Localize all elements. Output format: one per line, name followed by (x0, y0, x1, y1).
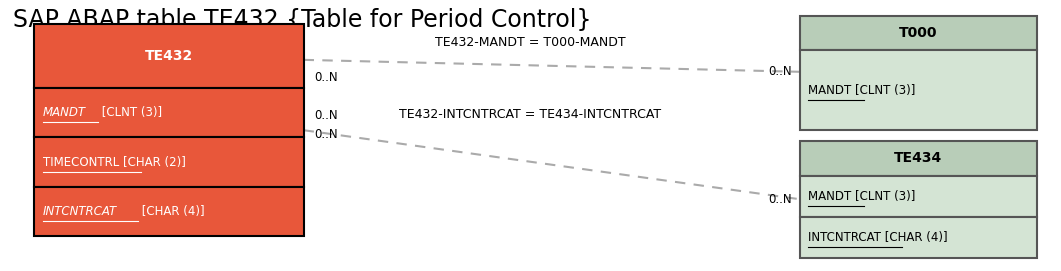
Text: TE432: TE432 (145, 49, 193, 63)
Bar (34, 24, 303, 88)
Text: INTCNTRCAT [CHAR (4)]: INTCNTRCAT [CHAR (4)] (808, 231, 947, 244)
Text: TE434: TE434 (894, 151, 942, 165)
Text: MANDT [CLNT (3)]: MANDT [CLNT (3)] (808, 84, 916, 97)
Text: TE432-MANDT = T000-MANDT: TE432-MANDT = T000-MANDT (435, 36, 626, 49)
Text: TIMECONTRL [CHAR (2)]: TIMECONTRL [CHAR (2)] (42, 156, 186, 169)
Bar (800, 50, 1037, 130)
Bar (34, 137, 303, 187)
Bar (800, 217, 1037, 258)
Text: [CHAR (4)]: [CHAR (4)] (138, 205, 205, 218)
Text: T000: T000 (899, 26, 938, 40)
Text: MANDT [CLNT (3)]: MANDT [CLNT (3)] (808, 190, 916, 203)
Bar (34, 88, 303, 137)
Bar (800, 141, 1037, 176)
Text: INTCNTRCAT: INTCNTRCAT (42, 205, 117, 218)
Text: SAP ABAP table TE432 {Table for Period Control}: SAP ABAP table TE432 {Table for Period C… (14, 8, 592, 32)
Text: TE432-INTCNTRCAT = TE434-INTCNTRCAT: TE432-INTCNTRCAT = TE434-INTCNTRCAT (399, 108, 662, 121)
Text: [CLNT (3)]: [CLNT (3)] (98, 106, 162, 119)
Bar (34, 187, 303, 236)
Text: 0..N: 0..N (314, 109, 337, 122)
Bar (800, 16, 1037, 50)
Text: 0..N: 0..N (768, 193, 793, 206)
Bar (800, 176, 1037, 217)
Text: 0..N: 0..N (768, 65, 793, 78)
Text: 0..N: 0..N (314, 71, 337, 83)
Text: MANDT: MANDT (42, 106, 86, 119)
Text: 0..N: 0..N (314, 128, 337, 141)
